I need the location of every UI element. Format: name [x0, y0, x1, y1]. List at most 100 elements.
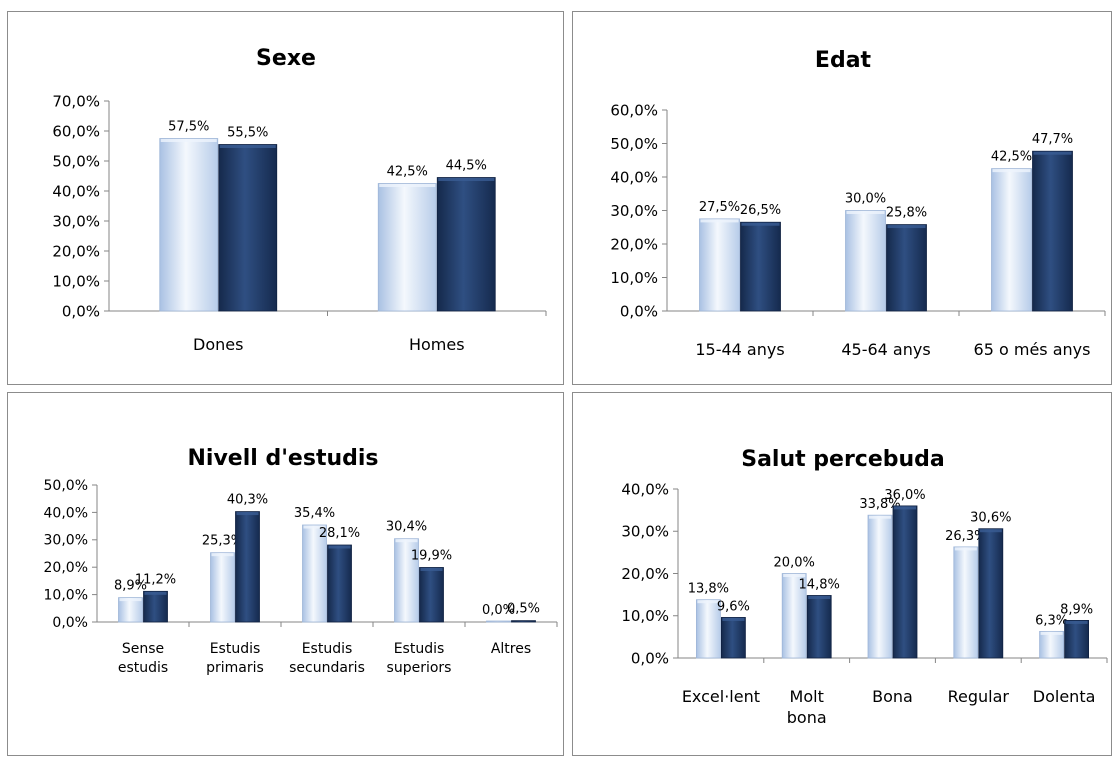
data-label: 14,8% — [799, 577, 840, 592]
y-tick-label: 10,0% — [621, 607, 669, 625]
data-label: 6,3% — [1035, 613, 1068, 628]
bar-bevel — [160, 139, 217, 142]
bar-series-2 — [419, 567, 444, 623]
bar-bevel — [722, 617, 745, 621]
data-label: 42,5% — [387, 165, 428, 180]
y-tick-label: 20,0% — [52, 242, 100, 260]
bar-series-1 — [699, 218, 740, 312]
chart-panel-salut-percebuda: Salut percebuda 0,0% 10,0% 20,0% 30,0% 40,0% E… — [572, 392, 1112, 756]
chart-title: Nivell d'estudis — [187, 446, 378, 471]
y-tick-label: 0,0% — [62, 302, 100, 320]
bar-series-1 — [953, 546, 979, 659]
y-tick-label: 50,0% — [610, 135, 658, 153]
data-label: 30,4% — [386, 520, 427, 535]
bar-series-2 — [806, 595, 832, 659]
bar-series-2 — [143, 590, 168, 623]
data-label: 8,9% — [114, 579, 147, 594]
data-label: 9,6% — [717, 599, 750, 614]
y-tick-label: 10,0% — [52, 272, 100, 290]
bar-series-2 — [740, 221, 781, 312]
data-label: 36,0% — [884, 488, 925, 503]
bar-bevel — [119, 598, 142, 602]
x-category-label: Estudis superiors — [387, 641, 452, 676]
data-label: 30,0% — [845, 192, 886, 207]
chart-nivell-estudis: Nivell d'estudis 0,0% 10,0% 20,0% 30,0% 40,0%… — [44, 446, 558, 676]
bar-bevel — [992, 169, 1031, 173]
x-category-label: Altres — [491, 641, 531, 657]
data-label: 55,5% — [227, 126, 268, 141]
bar-series-2 — [436, 177, 496, 312]
bar-series-2 — [235, 511, 260, 623]
bar-bevel — [894, 506, 916, 510]
y-tick-label: 0,0% — [631, 649, 669, 667]
y-tick-label: 50,0% — [52, 152, 100, 170]
bar-bevel — [783, 574, 806, 577]
y-tick-label: 60,0% — [52, 122, 100, 140]
bar-bevel — [869, 515, 891, 519]
bar-series-1 — [696, 599, 721, 659]
chart-edat: Edat 0,0% 10,0% 20,0% 30,0% 40,0% 50,0% 60,0% 15… — [610, 48, 1106, 359]
bar-bevel — [211, 553, 234, 557]
y-tick-label: 0,0% — [52, 615, 88, 631]
bar-bevel — [236, 512, 259, 516]
data-label: 20,0% — [774, 556, 815, 571]
data-label: 35,4% — [294, 506, 335, 521]
x-category-label: Bona — [872, 687, 913, 706]
bar-series-1 — [845, 210, 886, 312]
data-label: 13,8% — [688, 582, 729, 597]
chart-salut-percebuda: Salut percebuda 0,0% 10,0% 20,0% 30,0% 40,0% E… — [621, 447, 1108, 727]
bar-bevel — [219, 145, 276, 148]
bar-series-2 — [886, 224, 927, 312]
y-tick-label: 70,0% — [52, 92, 100, 110]
y-tick-label: 30,0% — [52, 212, 100, 230]
x-category-label: Sense estudis — [118, 641, 168, 676]
bar-series-2 — [1032, 150, 1073, 312]
data-label: 44,5% — [446, 159, 487, 174]
bar-bevel — [700, 219, 739, 223]
x-category-label: Regular — [948, 687, 1010, 706]
bar-bevel — [328, 545, 351, 549]
bar-bevel — [1040, 631, 1063, 635]
bar-bevel — [1065, 620, 1088, 624]
bar-series-1 — [118, 597, 143, 623]
y-tick-label: 20,0% — [44, 560, 88, 576]
bar-bevel — [379, 184, 436, 187]
data-label: 47,7% — [1032, 132, 1073, 147]
bar-series-2 — [978, 528, 1004, 659]
data-label: 28,1% — [319, 526, 360, 541]
data-label: 0,0% — [482, 603, 515, 618]
bar-bevel — [741, 222, 780, 226]
x-category-label: Homes — [409, 335, 465, 354]
data-label: 26,3% — [945, 529, 986, 544]
chart-title: Sexe — [256, 46, 316, 71]
y-tick-label: 10,0% — [44, 588, 88, 604]
bar-series-1 — [991, 168, 1032, 312]
data-label: 0,5% — [507, 602, 540, 617]
y-tick-label: 40,0% — [621, 480, 669, 498]
y-tick-label: 40,0% — [52, 182, 100, 200]
bar-bevel — [144, 591, 167, 595]
chart-panel-edat: Edat 0,0% 10,0% 20,0% 30,0% 40,0% 50,0% 60,0% 15… — [572, 11, 1112, 385]
bar-series-2 — [511, 620, 536, 623]
bar-series-1 — [486, 620, 511, 623]
data-label: 26,5% — [740, 203, 781, 218]
x-category-label: Dones — [193, 335, 243, 354]
bar-series-2 — [1064, 619, 1090, 659]
data-label: 40,3% — [227, 493, 268, 508]
bar-series-2 — [720, 617, 746, 659]
bar-series-2 — [218, 144, 278, 312]
data-label: 57,5% — [168, 120, 209, 135]
bar-bevel — [303, 525, 326, 529]
chart-panel-nivell-estudis: Nivell d'estudis 0,0% 10,0% 20,0% 30,0% 40,0%… — [7, 392, 564, 756]
data-label: 11,2% — [135, 572, 176, 587]
bar-bevel — [979, 529, 1002, 533]
bar-bevel — [395, 539, 418, 543]
bar-series-1 — [159, 138, 219, 312]
x-category-label: Estudis secundaris — [289, 641, 365, 676]
x-category-label: 15-44 anys — [695, 340, 784, 359]
bar-bevel — [420, 567, 443, 571]
data-label: 25,8% — [886, 206, 927, 221]
chart-sexe: Sexe 0,0% 10,0% 20,0% 30,0% 40,0% 50,0% 60,0% 70… — [52, 46, 547, 354]
bar-bevel — [846, 211, 885, 214]
bar-bevel — [887, 225, 926, 229]
